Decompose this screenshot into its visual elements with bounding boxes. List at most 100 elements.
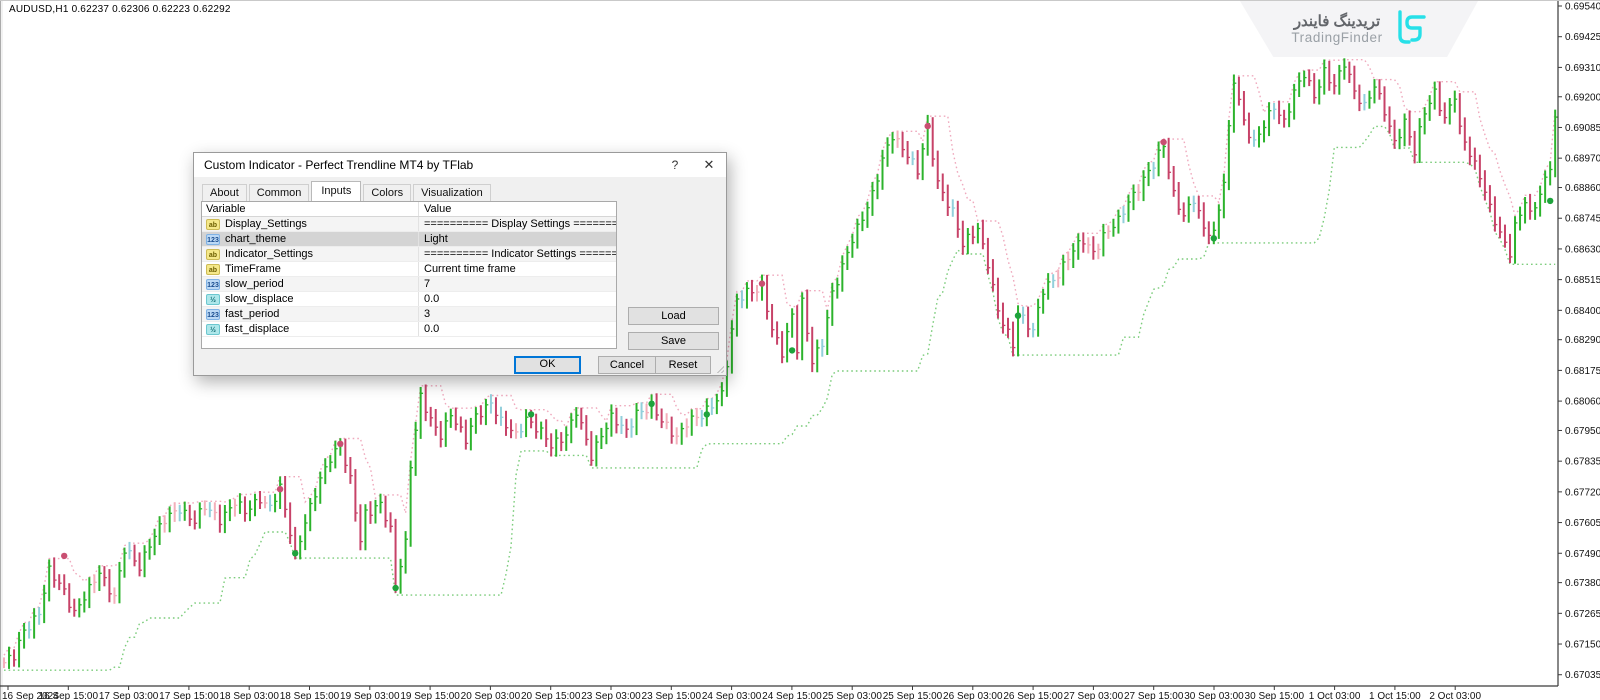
dialog-title: Custom Indicator - Perfect Trendline MT4… bbox=[204, 158, 658, 172]
svg-text:0.68400: 0.68400 bbox=[1565, 306, 1600, 317]
svg-text:0.68060: 0.68060 bbox=[1565, 397, 1600, 408]
svg-text:23 Sep 15:00: 23 Sep 15:00 bbox=[642, 691, 702, 700]
svg-text:0.69085: 0.69085 bbox=[1565, 123, 1600, 134]
variable-value[interactable]: 0.0 bbox=[419, 293, 616, 305]
svg-text:19 Sep 03:00: 19 Sep 03:00 bbox=[340, 691, 400, 700]
svg-text:17 Sep 03:00: 17 Sep 03:00 bbox=[99, 691, 159, 700]
svg-text:26 Sep 03:00: 26 Sep 03:00 bbox=[943, 691, 1003, 700]
input-row-fast_displace[interactable]: ½fast_displace0.0 bbox=[202, 322, 616, 337]
svg-text:19 Sep 15:00: 19 Sep 15:00 bbox=[400, 691, 460, 700]
svg-text:0.69425: 0.69425 bbox=[1565, 32, 1600, 43]
svg-text:27 Sep 15:00: 27 Sep 15:00 bbox=[1124, 691, 1184, 700]
tab-colors[interactable]: Colors bbox=[363, 184, 411, 202]
svg-text:0.67490: 0.67490 bbox=[1565, 549, 1600, 560]
save-button[interactable]: Save bbox=[628, 332, 719, 350]
ok-button[interactable]: OK bbox=[514, 356, 581, 374]
svg-text:0.68860: 0.68860 bbox=[1565, 183, 1600, 194]
variable-value[interactable]: ========== Indicator Settings ========== bbox=[419, 248, 616, 260]
input-row-slow_period[interactable]: 123 slow_period 7 bbox=[202, 277, 616, 292]
string-type-icon: ab bbox=[206, 219, 220, 230]
table-header-row: Variable Value bbox=[202, 202, 616, 217]
svg-text:20 Sep 15:00: 20 Sep 15:00 bbox=[521, 691, 581, 700]
input-row-TimeFrame[interactable]: ab TimeFrame Current time frame bbox=[202, 262, 616, 277]
indicator-dialog: Custom Indicator - Perfect Trendline MT4… bbox=[193, 152, 727, 376]
svg-text:0.67950: 0.67950 bbox=[1565, 426, 1600, 437]
column-header-value[interactable]: Value bbox=[419, 203, 616, 215]
svg-text:27 Sep 03:00: 27 Sep 03:00 bbox=[1064, 691, 1124, 700]
svg-text:17 Sep 15:00: 17 Sep 15:00 bbox=[159, 691, 219, 700]
integer-type-icon: 123 bbox=[206, 279, 220, 290]
svg-text:26 Sep 15:00: 26 Sep 15:00 bbox=[1003, 691, 1063, 700]
svg-text:0.67835: 0.67835 bbox=[1565, 457, 1600, 468]
variable-name: fast_period bbox=[225, 308, 279, 320]
svg-text:24 Sep 15:00: 24 Sep 15:00 bbox=[762, 691, 822, 700]
variable-value[interactable]: ========== Display Settings ========== bbox=[419, 218, 616, 230]
integer-type-icon: 123 bbox=[206, 234, 220, 245]
input-row-slow_displace[interactable]: ½ slow_displace 0.0 bbox=[202, 292, 616, 307]
tab-common[interactable]: Common bbox=[249, 184, 310, 202]
tab-visualization[interactable]: Visualization bbox=[413, 184, 491, 202]
close-icon[interactable]: ✕ bbox=[692, 153, 726, 177]
inputs-table: Variable Value ab Display_Settings =======… bbox=[201, 201, 617, 349]
symbol-quote: AUDUSD,H1 0.62237 0.62306 0.62223 0.6229… bbox=[9, 4, 231, 15]
variable-name: Display_Settings bbox=[225, 218, 307, 230]
help-button[interactable]: ? bbox=[658, 153, 692, 177]
variable-name: slow_displace bbox=[225, 293, 293, 305]
variable-value[interactable]: 7 bbox=[419, 278, 616, 290]
svg-text:25 Sep 03:00: 25 Sep 03:00 bbox=[822, 691, 882, 700]
brand-name-farsi: تریدینگ فایندر bbox=[1294, 13, 1380, 30]
svg-text:0.68970: 0.68970 bbox=[1565, 154, 1600, 165]
svg-text:24 Sep 03:00: 24 Sep 03:00 bbox=[702, 691, 762, 700]
input-row-fast_period[interactable]: 123 fast_period 3 bbox=[202, 307, 616, 322]
variable-name: Indicator_Settings bbox=[225, 248, 313, 260]
string-type-icon: ab bbox=[206, 264, 220, 275]
double-type-icon: ½ bbox=[206, 294, 220, 305]
integer-type-icon: 123 bbox=[206, 309, 220, 320]
variable-value[interactable]: 3 bbox=[419, 308, 616, 320]
svg-text:0.67720: 0.67720 bbox=[1565, 487, 1600, 498]
svg-text:0.68290: 0.68290 bbox=[1565, 335, 1600, 346]
input-row-Display_Settings[interactable]: ab Display_Settings ========== Display Set… bbox=[202, 217, 616, 232]
svg-text:0.67150: 0.67150 bbox=[1565, 640, 1600, 651]
load-button[interactable]: Load bbox=[628, 307, 719, 325]
resize-grip[interactable] bbox=[714, 363, 724, 373]
svg-text:1 Oct 03:00: 1 Oct 03:00 bbox=[1309, 691, 1361, 700]
tab-inputs[interactable]: Inputs bbox=[311, 181, 361, 201]
mt4-chart-window: 0.69540 0.69425 0.69310 0.69200 0.69085 0.689… bbox=[0, 0, 1600, 700]
svg-text:16 Sep 15:00: 16 Sep 15:00 bbox=[39, 691, 99, 700]
svg-text:0.69200: 0.69200 bbox=[1565, 92, 1600, 103]
input-row-Indicator_Settings[interactable]: ab Indicator_Settings ========== Indicator… bbox=[202, 247, 616, 262]
cancel-button[interactable]: Cancel bbox=[598, 356, 656, 374]
svg-text:0.68175: 0.68175 bbox=[1565, 366, 1600, 377]
svg-text:0.68630: 0.68630 bbox=[1565, 244, 1600, 255]
variable-value[interactable]: Light bbox=[419, 233, 616, 245]
variable-name: chart_theme bbox=[225, 233, 286, 245]
variable-name: slow_period bbox=[225, 278, 284, 290]
svg-text:30 Sep 15:00: 30 Sep 15:00 bbox=[1245, 691, 1305, 700]
svg-text:0.67035: 0.67035 bbox=[1565, 670, 1600, 681]
svg-text:0.69540: 0.69540 bbox=[1565, 2, 1600, 13]
svg-text:0.68745: 0.68745 bbox=[1565, 214, 1600, 225]
string-type-icon: ab bbox=[206, 249, 220, 260]
svg-text:18 Sep 03:00: 18 Sep 03:00 bbox=[219, 691, 279, 700]
svg-text:18 Sep 15:00: 18 Sep 15:00 bbox=[280, 691, 340, 700]
variable-name: TimeFrame bbox=[225, 263, 281, 275]
dialog-titlebar[interactable]: Custom Indicator - Perfect Trendline MT4… bbox=[194, 153, 726, 177]
svg-text:0.69310: 0.69310 bbox=[1565, 63, 1600, 74]
tradingfinder-logo-icon bbox=[1393, 8, 1427, 50]
column-header-variable[interactable]: Variable bbox=[202, 202, 419, 216]
input-row-chart_theme[interactable]: 123 chart_theme Light bbox=[202, 232, 616, 247]
variable-value[interactable]: 0.0 bbox=[419, 323, 616, 335]
svg-text:20 Sep 03:00: 20 Sep 03:00 bbox=[461, 691, 521, 700]
variable-value[interactable]: Current time frame bbox=[419, 263, 616, 275]
svg-text:0.67380: 0.67380 bbox=[1565, 578, 1600, 589]
svg-text:30 Sep 03:00: 30 Sep 03:00 bbox=[1184, 691, 1244, 700]
svg-text:2 Oct 03:00: 2 Oct 03:00 bbox=[1429, 691, 1481, 700]
svg-text:25 Sep 15:00: 25 Sep 15:00 bbox=[883, 691, 943, 700]
tab-about[interactable]: About bbox=[202, 184, 247, 202]
reset-button[interactable]: Reset bbox=[655, 356, 711, 374]
svg-text:1 Oct 15:00: 1 Oct 15:00 bbox=[1369, 691, 1421, 700]
svg-text:0.68515: 0.68515 bbox=[1565, 275, 1600, 286]
svg-text:23 Sep 03:00: 23 Sep 03:00 bbox=[581, 691, 641, 700]
svg-text:0.67265: 0.67265 bbox=[1565, 609, 1600, 620]
